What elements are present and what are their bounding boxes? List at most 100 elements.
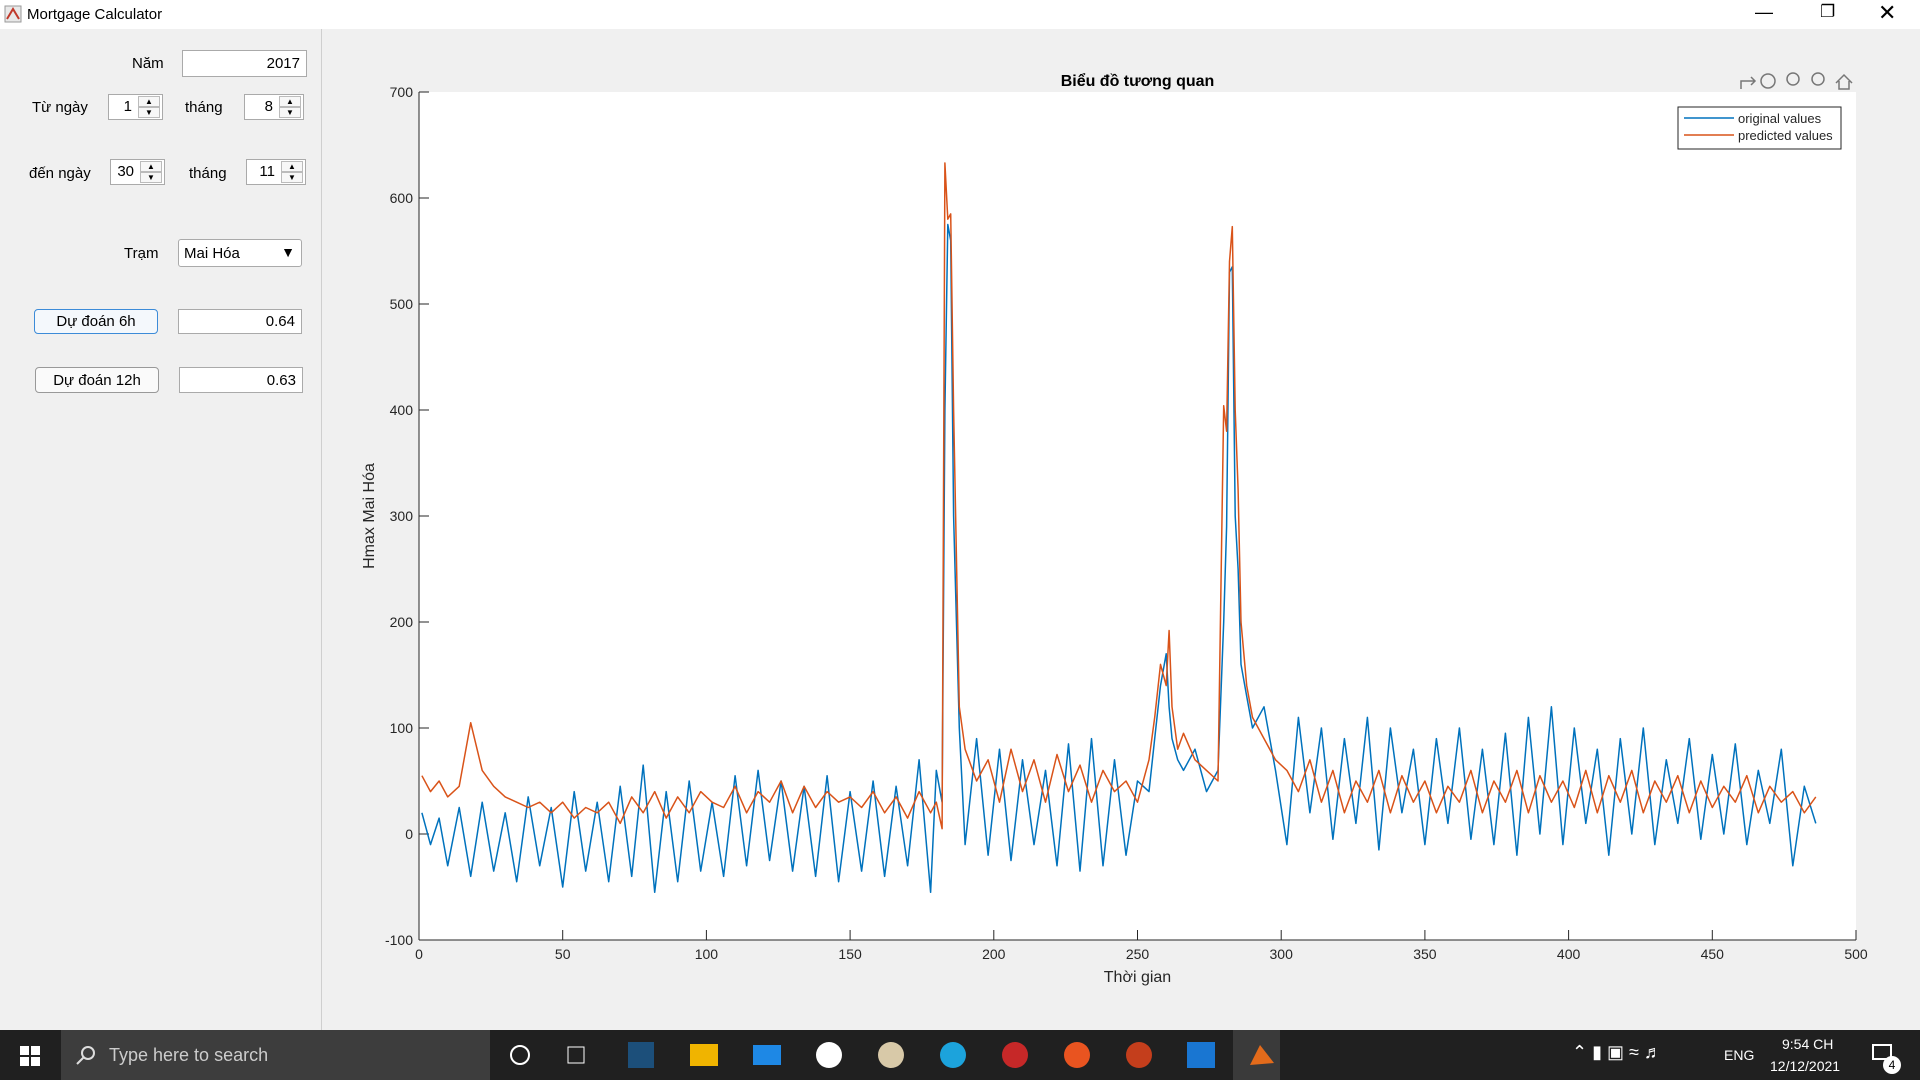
y-tick-label: 600 bbox=[390, 190, 414, 206]
restore[interactable]: ❐ bbox=[1820, 2, 1836, 21]
y-tick-label: 500 bbox=[390, 296, 414, 312]
from-month-spinner[interactable]: 8 ▲ ▼ bbox=[244, 94, 304, 120]
x-tick-label: 250 bbox=[1126, 946, 1150, 962]
x-tick-label: 300 bbox=[1270, 946, 1294, 962]
clock-date[interactable]: 12/12/2021 bbox=[1770, 1058, 1841, 1074]
export-icon[interactable] bbox=[1740, 76, 1757, 89]
spin-down[interactable]: ▼ bbox=[281, 172, 303, 183]
app-icon[interactable] bbox=[628, 1042, 654, 1068]
to-day-value: 30 bbox=[117, 163, 134, 180]
year-input[interactable]: 2017 bbox=[182, 50, 307, 77]
y-tick-label: 400 bbox=[390, 402, 414, 418]
clock-time[interactable]: 9:54 CH bbox=[1782, 1036, 1834, 1052]
data-line bbox=[421, 223, 1817, 894]
spin-up[interactable]: ▲ bbox=[138, 96, 160, 107]
photos[interactable] bbox=[1187, 1042, 1215, 1068]
x-tick-label: 450 bbox=[1701, 946, 1725, 962]
y-tick-label: 300 bbox=[390, 508, 414, 524]
from-month-label: tháng bbox=[185, 99, 223, 116]
to-month-value: 11 bbox=[259, 163, 275, 180]
edge[interactable] bbox=[940, 1042, 966, 1068]
y-tick-label: 200 bbox=[390, 614, 414, 630]
from-day-spinner[interactable]: 1 ▲ ▼ bbox=[108, 94, 163, 120]
x-tick-label: 0 bbox=[415, 946, 423, 962]
search-icon bbox=[76, 1046, 95, 1065]
spin-down[interactable]: ▼ bbox=[138, 107, 160, 118]
station-value: Mai Hóa bbox=[184, 245, 240, 262]
predict-12h-button[interactable]: Dự đoán 12h bbox=[35, 367, 159, 393]
x-axis-label: Thời gian bbox=[1104, 969, 1171, 986]
predict-6h-button[interactable]: Dự đoán 6h bbox=[34, 309, 158, 334]
minimize[interactable]: — bbox=[1755, 2, 1773, 22]
app-icon bbox=[4, 5, 22, 23]
predict-12h-output: 0.63 bbox=[179, 367, 303, 393]
task-view[interactable] bbox=[567, 1046, 585, 1064]
station-label: Trạm bbox=[124, 245, 159, 262]
search-placeholder: Type here to search bbox=[109, 1045, 269, 1065]
title-bar: Mortgage Calculator — ❐ ✕ bbox=[0, 0, 1920, 29]
tray-icons[interactable]: ⌃ ▮ ▣ ≈ ♬ bbox=[1572, 1042, 1662, 1062]
search-box[interactable]: Type here to search bbox=[61, 1030, 490, 1080]
home-icon[interactable] bbox=[1835, 73, 1853, 90]
y-tick-label: -100 bbox=[385, 932, 413, 948]
window-title: Mortgage Calculator bbox=[27, 6, 163, 23]
close[interactable]: ✕ bbox=[1878, 0, 1897, 25]
spin-up[interactable]: ▲ bbox=[281, 161, 303, 172]
axes-toolbar bbox=[1740, 72, 1853, 90]
data-line bbox=[421, 162, 1817, 830]
app-icon[interactable] bbox=[878, 1042, 904, 1068]
x-tick-label: 400 bbox=[1557, 946, 1581, 962]
chart: Biểu đồ tương quan Thời gian Hmax Mai Hóa 0… bbox=[361, 72, 1868, 986]
x-tick-label: 50 bbox=[555, 946, 571, 962]
control-panel bbox=[0, 29, 322, 1030]
spin-up[interactable]: ▲ bbox=[140, 161, 162, 172]
notification-count: 4 bbox=[1883, 1056, 1901, 1074]
taskbar-apps bbox=[510, 1030, 1280, 1080]
app-icon[interactable] bbox=[1002, 1042, 1028, 1068]
y-tick-label: 100 bbox=[390, 720, 414, 736]
zoom-out-icon[interactable] bbox=[1811, 72, 1825, 86]
station-dropdown[interactable]: Mai Hóa ▼ bbox=[178, 239, 302, 267]
matlab-icon bbox=[1250, 1045, 1274, 1065]
powerpoint[interactable] bbox=[1126, 1042, 1152, 1068]
explorer[interactable] bbox=[690, 1044, 718, 1066]
legend-box bbox=[1677, 106, 1842, 150]
app-icon[interactable] bbox=[816, 1042, 842, 1068]
language[interactable]: ENG bbox=[1724, 1047, 1755, 1063]
x-tick-label: 150 bbox=[838, 946, 862, 962]
to-month-spinner[interactable]: 11 ▲ ▼ bbox=[246, 159, 306, 185]
notifications[interactable] bbox=[1872, 1044, 1892, 1060]
mail[interactable] bbox=[753, 1045, 781, 1065]
to-month-label: tháng bbox=[189, 165, 227, 182]
legend-label: predicted values bbox=[1738, 128, 1833, 143]
spin-down[interactable]: ▼ bbox=[279, 107, 301, 118]
to-day-label: đến ngày bbox=[29, 165, 91, 182]
spin-down[interactable]: ▼ bbox=[140, 172, 162, 183]
cortana[interactable] bbox=[510, 1045, 530, 1065]
legend: original values predicted values bbox=[1677, 106, 1842, 150]
x-tick-label: 350 bbox=[1413, 946, 1437, 962]
chart-title: Biểu đồ tương quan bbox=[1061, 72, 1215, 90]
y-axis-label: Hmax Mai Hóa bbox=[361, 463, 378, 569]
spin-up[interactable]: ▲ bbox=[279, 96, 301, 107]
start-button[interactable] bbox=[20, 1046, 40, 1066]
dropdown-arrow: ▼ bbox=[281, 244, 295, 260]
plot-area bbox=[419, 92, 1856, 940]
legend-label: original values bbox=[1738, 111, 1822, 126]
y-tick-label: 700 bbox=[390, 84, 414, 100]
predict-6h-output: 0.64 bbox=[178, 309, 302, 334]
zoom-in-icon[interactable] bbox=[1786, 72, 1800, 86]
year-label: Năm bbox=[132, 55, 164, 72]
x-tick-label: 500 bbox=[1844, 946, 1868, 962]
from-month-value: 8 bbox=[264, 98, 273, 115]
taskbar: Type here to search ⌃ ▮ ▣ ≈ ♬ ENG 9:54 C… bbox=[0, 1030, 1920, 1080]
ubuntu[interactable] bbox=[1064, 1042, 1090, 1068]
x-tick-label: 100 bbox=[695, 946, 719, 962]
x-tick-label: 200 bbox=[982, 946, 1006, 962]
to-day-spinner[interactable]: 30 ▲ ▼ bbox=[110, 159, 165, 185]
from-day-value: 1 bbox=[123, 98, 132, 115]
pan-icon[interactable] bbox=[1760, 73, 1776, 89]
y-tick-label: 0 bbox=[405, 826, 413, 842]
from-day-label: Từ ngày bbox=[32, 99, 88, 116]
